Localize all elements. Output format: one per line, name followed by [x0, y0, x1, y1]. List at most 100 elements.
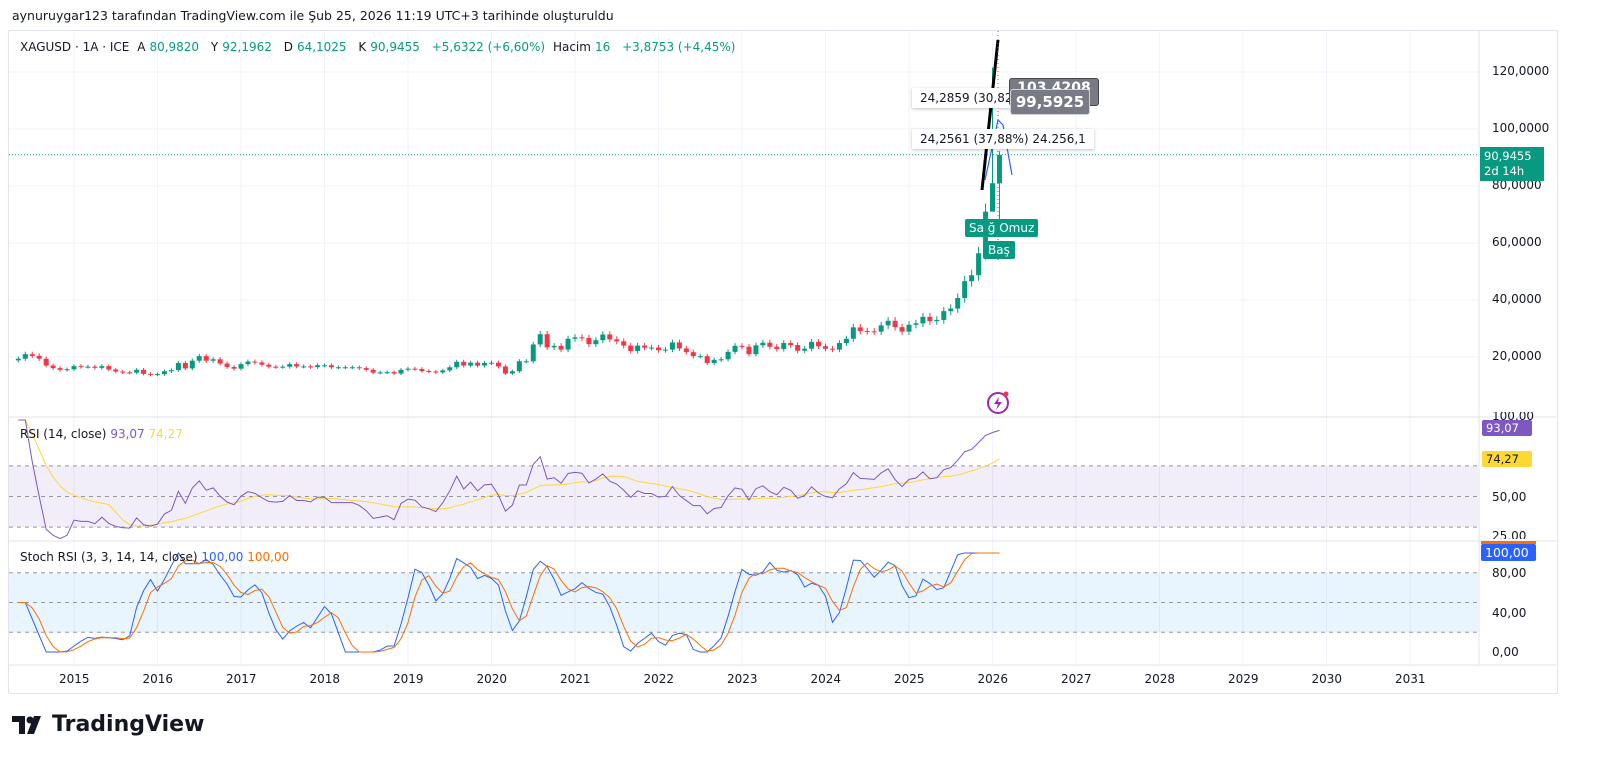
candle: [335, 367, 341, 369]
candle: [927, 316, 933, 322]
price-tick: 20,0000: [1492, 349, 1542, 363]
tradingview-logo-icon: [12, 715, 41, 734]
candle: [398, 369, 404, 374]
time-tick: 2029: [1228, 672, 1259, 686]
candle: [509, 371, 515, 374]
candle: [621, 341, 627, 346]
candle: [586, 337, 592, 345]
symbol-legend: XAGUSD · 1A · ICE A 80,9820 Y 92,1962 D 64,…: [20, 40, 739, 54]
rsi-ma-value: 74,27: [148, 427, 183, 441]
candle: [516, 361, 522, 372]
candle: [120, 371, 126, 373]
stoch-d-line: [18, 552, 1000, 653]
candle: [405, 368, 411, 370]
candle: [990, 183, 995, 212]
candle: [864, 331, 870, 333]
candle: [349, 367, 355, 369]
candle: [168, 370, 174, 372]
candle: [315, 365, 321, 367]
candle: [502, 366, 508, 374]
fib-label-2[interactable]: 24,2561 (37,88%) 24.256,1: [912, 129, 1094, 149]
candle: [78, 366, 84, 368]
candle: [892, 320, 898, 328]
rsi-value-tag: 93,07: [1482, 420, 1532, 436]
candle: [635, 345, 641, 352]
candle: [252, 361, 258, 363]
candle: [155, 374, 160, 376]
rsi-title: RSI (14, close): [20, 427, 107, 441]
tradingview-logo[interactable]: TradingView: [12, 712, 204, 737]
left-shoulder-label[interactable]: Sa ğ Omuz: [965, 219, 1039, 237]
time-tick: 2031: [1395, 672, 1426, 686]
candle: [308, 366, 314, 368]
open-label: A: [137, 40, 146, 54]
high-label: Y: [210, 40, 219, 54]
candle: [50, 365, 56, 369]
candle: [141, 369, 147, 374]
candle: [725, 351, 731, 360]
volume-value: 16: [594, 40, 611, 54]
change-value: +5,6322 (+6,60%): [431, 40, 546, 54]
candle: [273, 366, 279, 368]
last-price: 90,9455: [1484, 149, 1532, 163]
chart-canvas[interactable]: [0, 0, 1600, 700]
candle: [419, 368, 425, 371]
stoch-tick: 40,00: [1492, 606, 1527, 620]
candle: [495, 362, 501, 367]
candle: [795, 345, 801, 351]
candle: [92, 366, 98, 368]
stoch-k-line: [18, 552, 1000, 653]
bar-countdown: 2d 14h: [1484, 164, 1525, 178]
candle: [475, 362, 481, 366]
candle: [482, 362, 488, 366]
time-tick: 2019: [393, 672, 424, 686]
candle: [148, 373, 154, 375]
stoch-k-value: 100,00: [201, 550, 244, 564]
candle: [593, 340, 599, 345]
brand-name: TradingView: [52, 712, 205, 737]
time-tick: 2025: [894, 672, 925, 686]
stoch-d-tag: [1481, 541, 1536, 544]
candle: [203, 356, 209, 361]
time-tick: 2018: [309, 672, 341, 686]
lightning-icon: [994, 397, 1002, 410]
candle: [22, 354, 28, 359]
candle: [760, 342, 766, 346]
candle: [322, 365, 327, 367]
candle: [217, 359, 223, 364]
candle: [565, 338, 571, 350]
candle: [412, 368, 418, 370]
time-tick: 2024: [810, 672, 842, 686]
candle: [969, 275, 975, 282]
candle: [15, 358, 21, 361]
rsi-value: 93,07: [110, 427, 145, 441]
time-tick: 2022: [643, 672, 675, 686]
candle: [662, 349, 668, 351]
candle: [238, 364, 244, 369]
candle: [941, 311, 947, 320]
time-tick: 2028: [1144, 672, 1176, 686]
candle: [718, 359, 724, 361]
candle: [906, 324, 912, 332]
candle: [850, 327, 856, 339]
candle: [106, 366, 112, 370]
price-callout[interactable]: 99,5925: [1010, 89, 1090, 115]
symbol-name[interactable]: XAGUSD · 1A · ICE: [20, 40, 130, 54]
rsi-tick: 50,00: [1492, 490, 1527, 504]
rsi-tick: 25,00: [1492, 529, 1527, 539]
head-label[interactable]: Baş: [983, 241, 1015, 259]
event-dot: [1003, 391, 1009, 397]
candle: [614, 339, 620, 342]
candle: [468, 362, 474, 366]
candle: [356, 367, 362, 369]
rsi-line: [18, 419, 1000, 540]
candle: [57, 368, 63, 370]
fib-label-1[interactable]: 24,2859 (30,82: [912, 88, 1018, 108]
candle: [656, 347, 661, 351]
price-tick: 60,0000: [1492, 235, 1542, 249]
stoch-k-tag: 100,00: [1481, 544, 1536, 561]
candle: [899, 327, 905, 332]
pattern-line: [984, 118, 1013, 181]
candle: [175, 362, 181, 371]
candle: [996, 154, 1002, 184]
